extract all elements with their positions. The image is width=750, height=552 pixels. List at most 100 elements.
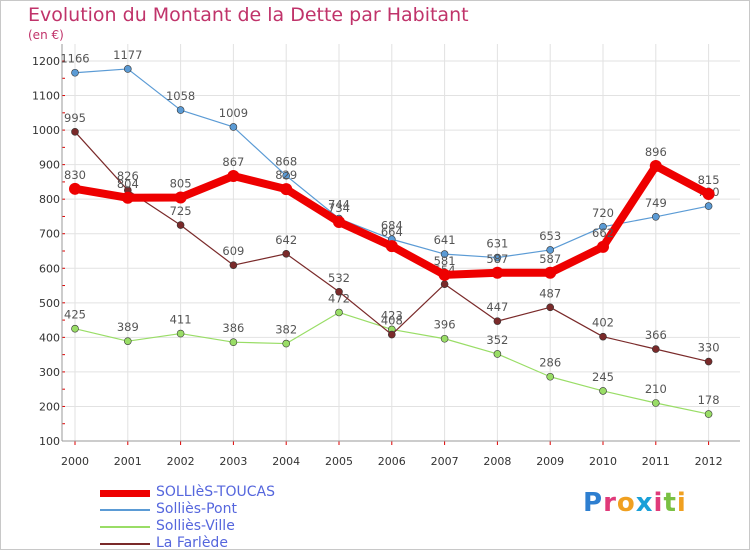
- legend-item: Solliès-Ville: [100, 518, 360, 535]
- legend-swatch: [100, 509, 150, 511]
- data-label: 447: [486, 300, 508, 314]
- data-label: 662: [592, 226, 614, 240]
- legend-label: Solliès-Pont: [156, 501, 237, 517]
- data-point: [229, 338, 238, 347]
- x-tick-label: 2011: [642, 455, 670, 468]
- data-label: 396: [434, 318, 456, 332]
- data-point: [546, 372, 555, 381]
- data-label: 472: [328, 291, 350, 305]
- y-tick-label: 600: [39, 262, 60, 275]
- data-label: 641: [434, 233, 456, 247]
- data-point: [121, 191, 134, 204]
- data-point: [491, 266, 504, 279]
- data-label: 642: [275, 233, 297, 247]
- data-point: [282, 249, 291, 258]
- data-point: [651, 345, 660, 353]
- data-point: [176, 221, 185, 229]
- x-tick-label: 2007: [431, 455, 459, 468]
- data-point: [438, 268, 451, 281]
- data-label: 631: [486, 237, 508, 251]
- data-point: [651, 213, 660, 221]
- y-tick-label: 900: [39, 159, 60, 172]
- legend-item: La Farlède: [100, 535, 360, 552]
- data-point: [704, 357, 713, 366]
- data-label: 423: [381, 308, 403, 322]
- data-label: 744: [328, 198, 350, 212]
- data-label: 581: [434, 254, 456, 268]
- x-tick-label: 2005: [325, 455, 353, 468]
- legend-item: Solliès-Pont: [100, 501, 360, 518]
- y-tick-label: 1000: [32, 124, 60, 137]
- data-label: 867: [222, 155, 244, 169]
- x-tick-label: 2004: [272, 455, 300, 468]
- data-label: 995: [64, 111, 86, 125]
- data-point: [229, 123, 238, 131]
- legend-item: SOLLIèS-TOUCAS: [100, 484, 360, 501]
- data-label: 734: [328, 201, 350, 215]
- data-point: [229, 261, 238, 269]
- y-tick-label: 500: [39, 297, 60, 310]
- x-tick-label: 2009: [536, 455, 564, 468]
- data-point: [493, 317, 502, 325]
- data-label: 532: [328, 271, 350, 285]
- data-point: [440, 250, 449, 258]
- data-label: 245: [592, 370, 614, 384]
- data-point: [387, 330, 396, 339]
- data-label: 382: [275, 323, 297, 337]
- y-tick-label: 200: [39, 400, 60, 413]
- data-point: [704, 202, 713, 210]
- data-point: [649, 160, 662, 173]
- data-point: [176, 106, 185, 114]
- x-tick-label: 2002: [167, 455, 195, 468]
- x-tick-label: 2012: [695, 455, 723, 468]
- data-label: 609: [222, 244, 244, 258]
- data-point: [335, 287, 343, 296]
- data-label: 425: [64, 308, 86, 322]
- data-point: [176, 329, 185, 338]
- data-point: [71, 128, 79, 136]
- data-label: 749: [645, 196, 667, 210]
- data-point: [704, 410, 713, 418]
- data-point: [546, 246, 555, 254]
- data-point: [227, 170, 240, 183]
- data-point: [71, 324, 79, 333]
- data-label: 829: [275, 168, 297, 182]
- y-tick-label: 800: [39, 193, 60, 206]
- data-label: 178: [698, 393, 720, 407]
- data-point: [597, 240, 609, 253]
- data-point: [651, 399, 660, 407]
- data-label: 352: [486, 333, 508, 347]
- data-label: 408: [381, 314, 403, 328]
- data-point: [702, 188, 715, 200]
- data-label: 1009: [219, 106, 248, 120]
- data-label: 402: [592, 316, 614, 330]
- x-tick-label: 2006: [378, 455, 406, 468]
- data-label: 1058: [166, 89, 195, 103]
- data-label: 587: [539, 252, 561, 266]
- data-label: 804: [117, 177, 139, 191]
- data-point: [493, 350, 502, 358]
- legend: SOLLIèS-TOUCAS Solliès-Pont Solliès-Ville L…: [100, 484, 360, 552]
- data-label: 720: [592, 206, 614, 220]
- chart-title: Evolution du Montant de la Dette par Hab…: [28, 4, 469, 26]
- y-tick-label: 100: [39, 435, 60, 448]
- data-point: [335, 308, 343, 317]
- legend-label: SOLLIèS-TOUCAS: [156, 484, 275, 500]
- legend-swatch: [100, 543, 150, 545]
- data-label: 830: [64, 168, 86, 182]
- y-tick-label: 400: [39, 331, 60, 344]
- data-label: 653: [539, 229, 561, 243]
- y-axis-unit: (en €): [28, 28, 64, 42]
- data-point: [544, 266, 557, 279]
- data-label: 210: [645, 382, 667, 396]
- data-label: 1166: [60, 52, 89, 66]
- data-point: [124, 337, 132, 345]
- data-label: 826: [117, 169, 139, 183]
- data-label: 487: [539, 286, 561, 300]
- data-point: [71, 68, 79, 77]
- data-label: 389: [117, 320, 139, 334]
- data-point: [280, 183, 293, 196]
- x-tick-label: 2001: [114, 455, 142, 468]
- data-point: [385, 240, 398, 253]
